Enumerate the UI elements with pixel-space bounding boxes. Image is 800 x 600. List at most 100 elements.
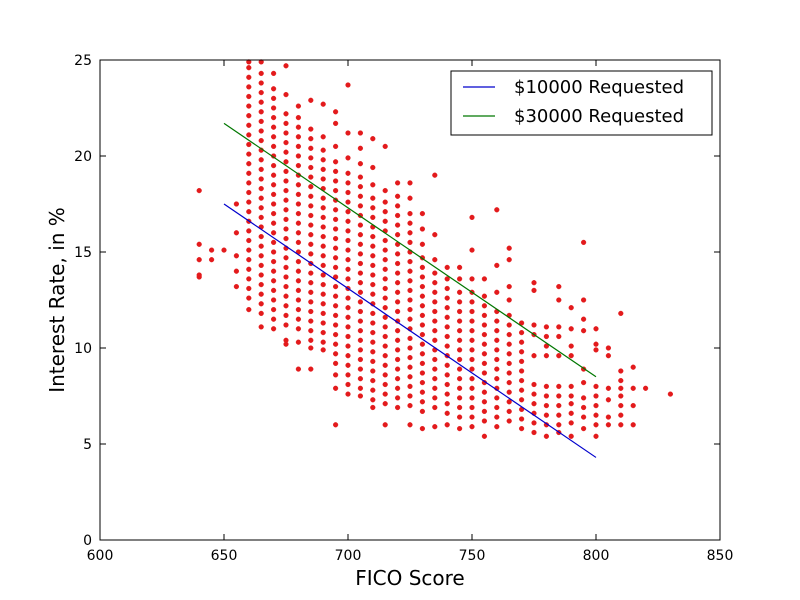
scatter-point — [580, 328, 587, 334]
scatter-point — [357, 251, 364, 257]
scatter-point — [667, 391, 674, 397]
scatter-point — [308, 337, 314, 343]
scatter-point — [407, 422, 413, 428]
scatter-point — [370, 205, 376, 211]
scatter-point — [370, 262, 376, 269]
scatter-point — [444, 410, 450, 416]
scatter-point — [382, 237, 388, 244]
scatter-point — [382, 324, 388, 330]
scatter-point — [481, 370, 488, 376]
scatter-point — [481, 351, 488, 357]
scatter-point — [419, 303, 426, 309]
scatter-point — [457, 385, 463, 391]
scatter-point — [506, 360, 512, 367]
scatter-point — [308, 126, 314, 132]
scatter-point — [382, 257, 388, 263]
scatter-point — [469, 337, 475, 343]
scatter-point — [258, 128, 264, 134]
scatter-point — [345, 276, 351, 282]
scatter-point — [271, 278, 277, 284]
scatter-point — [432, 424, 438, 430]
scatter-point — [246, 122, 252, 128]
y-tick-label: 20 — [74, 149, 92, 165]
scatter-point — [494, 395, 500, 401]
scatter-point — [333, 178, 339, 184]
scatter-point — [246, 257, 252, 263]
scatter-point — [333, 245, 339, 251]
scatter-point — [357, 232, 364, 238]
scatter-point — [345, 218, 351, 224]
scatter-point — [382, 401, 388, 407]
scatter-point — [494, 289, 500, 295]
scatter-point — [580, 426, 587, 432]
scatter-point — [494, 207, 500, 213]
scatter-point — [258, 253, 264, 259]
scatter-point — [333, 332, 339, 338]
scatter-point — [345, 266, 351, 272]
scatter-point — [580, 414, 587, 420]
scatter-point — [333, 264, 339, 271]
scatter-point — [618, 422, 624, 428]
scatter-point — [382, 333, 388, 340]
scatter-point — [271, 124, 277, 130]
scatter-point — [419, 351, 426, 357]
scatter-point — [481, 303, 488, 309]
scatter-point — [370, 339, 376, 345]
scatter-point — [481, 433, 488, 439]
scatter-point — [407, 393, 413, 399]
x-tick-label: 850 — [707, 548, 734, 564]
scatter-point — [432, 172, 438, 178]
scatter-point — [357, 241, 364, 247]
scatter-point — [370, 243, 376, 249]
scatter-point — [370, 330, 376, 336]
y-axis-label: Interest Rate, in % — [45, 207, 69, 393]
scatter-point — [469, 347, 475, 353]
scatter-point — [543, 393, 550, 399]
scatter-point — [469, 356, 475, 363]
scatter-point — [432, 280, 438, 286]
scatter-point — [295, 287, 302, 294]
scatter-point — [531, 391, 537, 397]
scatter-point — [407, 316, 413, 322]
scatter-point — [481, 399, 488, 405]
scatter-point — [258, 205, 264, 211]
scatter-point — [618, 403, 624, 409]
scatter-point — [630, 364, 636, 370]
scatter-point — [382, 199, 388, 205]
scatter-point — [382, 353, 388, 359]
scatter-point — [395, 232, 401, 238]
scatter-point — [457, 276, 463, 282]
scatter-point — [295, 259, 302, 265]
scatter-point — [258, 80, 264, 86]
scatter-point — [481, 332, 488, 338]
scatter-point — [320, 262, 326, 269]
scatter-point — [395, 308, 401, 315]
scatter-point — [432, 404, 438, 411]
scatter-point — [357, 366, 364, 372]
scatter-point — [395, 222, 401, 228]
scatter-point — [444, 381, 450, 388]
scatter-point — [432, 385, 438, 391]
scatter-point — [518, 426, 525, 432]
scatter-point — [333, 293, 339, 299]
scatter-point — [518, 330, 525, 336]
scatter-point — [283, 216, 289, 223]
scatter-point — [395, 404, 401, 411]
scatter-point — [271, 307, 277, 313]
scatter-point — [271, 268, 277, 274]
scatter-point — [481, 276, 488, 282]
scatter-point — [283, 226, 289, 232]
scatter-point — [320, 234, 326, 240]
scatter-point — [345, 391, 351, 397]
scatter-point — [246, 65, 252, 71]
scatter-point — [295, 211, 302, 217]
scatter-point — [258, 176, 264, 182]
scatter-point — [593, 422, 599, 428]
scatter-point — [258, 301, 264, 307]
scatter-point — [333, 360, 339, 367]
scatter-point — [345, 353, 351, 359]
scatter-point — [345, 209, 351, 215]
scatter-point — [593, 433, 599, 439]
scatter-point — [308, 212, 314, 219]
scatter-point — [370, 397, 376, 403]
